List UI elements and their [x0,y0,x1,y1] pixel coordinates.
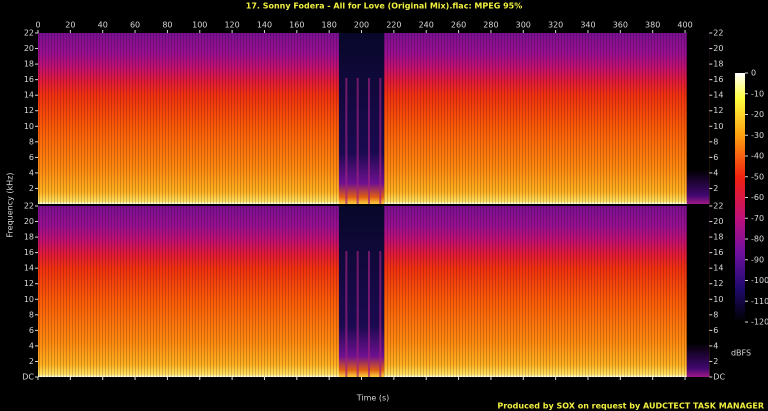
y-tick-label: 4 [29,168,34,177]
y-tick-label: 2 [713,357,718,366]
y-tick-label: 14 [713,264,723,273]
y-tick-label: 12 [713,106,723,115]
y-tick-label: 8 [29,137,34,146]
x-tick-label: 180 [322,21,337,30]
y-tick-label: 22 [24,202,34,211]
colorbar-tick-label: -70 [751,214,764,223]
y-tick-label: 10 [713,295,723,304]
y-axis-label: Frequency (kHz) [6,173,15,238]
y-tick-label: 16 [24,75,34,84]
y-tick-label: 8 [29,310,34,319]
x-tick-label: 300 [516,21,531,30]
y-tick-label: 4 [713,341,718,350]
y-tick-label: 6 [29,326,34,335]
x-tick-label: 160 [289,21,304,30]
colorbar-tick-label: -10 [751,89,764,98]
colorbar-tick-label: -50 [751,172,764,181]
y-tick-label: 16 [713,75,723,84]
colorbar-tick-label: -120 [751,318,768,327]
y-tick-label: 10 [24,122,34,131]
y-tick-label: 4 [713,168,718,177]
y-tick-label: 14 [24,264,34,273]
y-tick-label: 6 [713,153,718,162]
y-tick-label: 6 [713,326,718,335]
x-tick-label: 200 [354,21,369,30]
y-tick-label: 2 [713,184,718,193]
y-tick-label: 14 [24,91,34,100]
spectrogram-hit [345,251,348,377]
x-axis-label: Time (s) [356,394,390,403]
y-tick-label: 20 [24,44,34,53]
x-tick-label: 380 [645,21,660,30]
x-tick-label: 340 [580,21,595,30]
y-tick-label: 10 [24,295,34,304]
spectrogram-hit [356,78,359,204]
y-tick-label: 2 [29,184,34,193]
colorbar-tick-label: -90 [751,255,764,264]
y-tick-label: 22 [713,202,723,211]
colorbar-tick-label: -20 [751,110,764,119]
y-tick-label: 8 [713,310,718,319]
colorbar [735,73,745,322]
y-tick-label: 10 [713,122,723,131]
x-tick-label: 320 [548,21,563,30]
y-tick-label: 20 [713,217,723,226]
y-tick-label: 18 [713,60,723,69]
y-tick-label: 12 [24,106,34,115]
spectrogram-hit [367,251,370,377]
colorbar-tick-label: -80 [751,235,764,244]
y-tick-label: 8 [713,137,718,146]
y-tick-label: 16 [713,248,723,257]
x-tick-label: 140 [257,21,272,30]
y-tick-label: 22 [713,29,723,38]
y-tick-label: 6 [29,153,34,162]
y-tick-label: 18 [24,60,34,69]
x-tick-label: 0 [35,21,40,30]
y-tick-label: 22 [24,29,34,38]
x-tick-label: 40 [98,21,108,30]
x-tick-label: 240 [419,21,434,30]
spectrogram-hit [379,251,382,377]
y-tick-label: 20 [24,217,34,226]
y-tick-label: 2 [29,357,34,366]
chart-title: 17. Sonny Fodera - All for Love (Origina… [246,2,522,11]
colorbar-tick-label: -60 [751,193,764,202]
spectrogram-hit [356,251,359,377]
y-tick-label: DC [713,373,725,382]
x-tick-label: 220 [386,21,401,30]
colorbar-tick-label: -40 [751,152,764,161]
spectrogram-tail [686,206,710,377]
x-tick-label: 280 [483,21,498,30]
y-tick-label: 12 [24,279,34,288]
y-tick-label: 18 [713,233,723,242]
x-tick-label: 120 [224,21,239,30]
spectrogram-tail [686,33,710,204]
y-tick-label: 18 [24,233,34,242]
x-tick-label: 400 [677,21,692,30]
colorbar-tick-label: -30 [751,131,764,140]
x-tick-label: 100 [192,21,207,30]
colorbar-label: dBFS [731,349,751,358]
colorbar-tick-label: -110 [751,297,768,306]
y-tick-label: DC [22,373,34,382]
y-tick-label: 4 [29,341,34,350]
x-tick-label: 60 [130,21,140,30]
colorbar-tick-label: 0 [751,69,756,78]
x-tick-label: 260 [451,21,466,30]
spectrogram-hit [367,78,370,204]
x-tick-label: 360 [613,21,628,30]
x-tick-label: 80 [162,21,172,30]
spectrogram-hit [379,78,382,204]
y-tick-label: 20 [713,44,723,53]
y-tick-label: 12 [713,279,723,288]
y-tick-label: 16 [24,248,34,257]
spectrogram-hit [345,78,348,204]
colorbar-tick-label: -100 [751,276,768,285]
x-tick-label: 20 [65,21,75,30]
y-tick-label: 14 [713,91,723,100]
footer: Produced by SOX on request by AUDCTECT T… [497,402,764,411]
